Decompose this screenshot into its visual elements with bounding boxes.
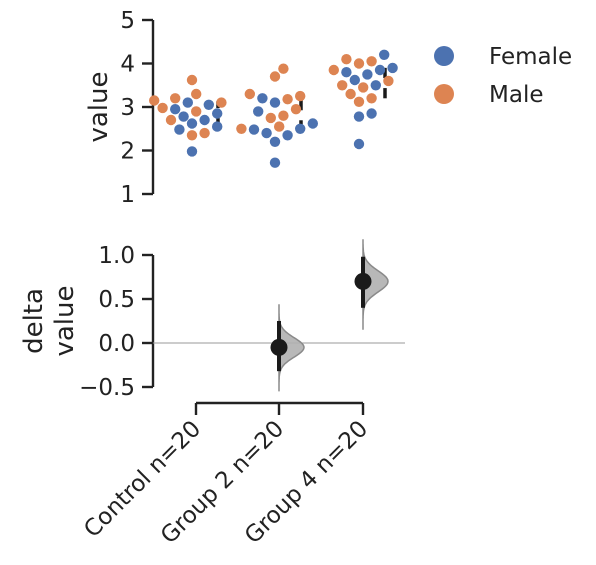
swarm-y-tick-label-0: 1 bbox=[120, 182, 135, 208]
swarm-point-group-2-2 bbox=[282, 130, 293, 141]
swarm-point-group-2-8 bbox=[307, 118, 318, 129]
swarm-point-control-8 bbox=[178, 111, 189, 122]
swarm-point-group-4-17 bbox=[366, 56, 377, 67]
swarm-point-group-4-5 bbox=[345, 88, 356, 100]
swarm-point-group-2-6 bbox=[236, 123, 247, 134]
swarm-point-group-2-14 bbox=[282, 94, 293, 105]
legend-male-label: Male bbox=[489, 82, 543, 108]
delta-y-tick-label-0: −0.5 bbox=[79, 375, 135, 401]
delta-y-tick-label-3: 1.0 bbox=[98, 243, 135, 269]
swarm-point-control-10 bbox=[191, 106, 202, 117]
swarm-point-control-7 bbox=[165, 114, 177, 126]
swarm-point-group-2-11 bbox=[253, 106, 264, 117]
swarm-point-group-2-13 bbox=[269, 97, 281, 108]
swarm-point-group-4-13 bbox=[374, 64, 386, 76]
effect-point-1 bbox=[270, 338, 288, 356]
swarm-point-control-17 bbox=[170, 93, 181, 104]
delta-y-tick-label-1: 0.0 bbox=[98, 331, 135, 357]
swarm-point-group-4-16 bbox=[353, 58, 365, 69]
swarm-point-group-2-18 bbox=[269, 71, 281, 82]
swarm-point-group-4-2 bbox=[366, 108, 377, 119]
legend-female-marker bbox=[434, 46, 454, 66]
swarm-point-control-16 bbox=[149, 95, 160, 106]
swarm-point-group-4-10 bbox=[349, 74, 360, 86]
swarm-point-control-5 bbox=[186, 118, 198, 129]
swarm-point-group-2-0 bbox=[269, 157, 281, 168]
swarm-point-control-19 bbox=[186, 74, 198, 86]
bootstrap-distribution-1 bbox=[278, 304, 305, 392]
legend: Female Male bbox=[434, 44, 572, 108]
swarm-point-control-4 bbox=[212, 121, 223, 132]
swarm-point-group-2-10 bbox=[278, 110, 289, 121]
bootstrap-distribution-2 bbox=[362, 239, 389, 330]
swarm-point-group-2-3 bbox=[261, 127, 272, 139]
swarm-y-tick-label-1: 2 bbox=[120, 139, 135, 165]
swarm-point-group-2-4 bbox=[248, 124, 260, 135]
delta-y-ticks: −0.5 0.0 0.5 1.0 bbox=[79, 243, 153, 401]
swarm-point-group-4-15 bbox=[387, 62, 398, 74]
swarm-point-group-4-4 bbox=[366, 93, 377, 104]
swarm-point-control-12 bbox=[157, 102, 168, 114]
delta-y-tick-label-2: 0.5 bbox=[98, 287, 135, 313]
swarm-point-group-4-0 bbox=[353, 138, 365, 150]
bootstrap-distributions bbox=[278, 239, 389, 392]
swarm-point-group-4-8 bbox=[337, 80, 348, 91]
swarm-point-group-4-19 bbox=[379, 49, 390, 60]
swarm-y-axis-title: value bbox=[84, 71, 114, 142]
legend-female-label: Female bbox=[489, 44, 572, 70]
swarm-point-control-2 bbox=[199, 127, 210, 139]
swarm-y-tick-label-3: 4 bbox=[120, 52, 135, 78]
swarm-point-group-4-18 bbox=[341, 54, 352, 65]
effect-sizes bbox=[270, 256, 372, 372]
swarm-point-group-2-17 bbox=[244, 88, 255, 100]
delta-y-axis-title-line2: value bbox=[50, 285, 80, 356]
delta-panel: −0.5 0.0 0.5 1.0 delta value Control n=20Gr… bbox=[19, 239, 405, 549]
swarm-point-group-2-19 bbox=[278, 63, 289, 74]
swarm-point-control-15 bbox=[216, 97, 227, 108]
swarm-point-group-4-12 bbox=[341, 67, 352, 78]
swarm-y-ticks: 1 2 3 4 5 bbox=[120, 8, 153, 208]
swarm-point-group-2-1 bbox=[269, 136, 281, 147]
swarm-point-control-18 bbox=[191, 88, 202, 100]
swarm-point-group-4-6 bbox=[358, 82, 369, 93]
legend-male-marker bbox=[434, 84, 454, 104]
swarm-point-group-2-9 bbox=[265, 112, 276, 124]
swarm-point-group-2-7 bbox=[274, 121, 285, 132]
delta-y-axis-title-line1: delta bbox=[19, 288, 49, 354]
swarm-point-group-2-16 bbox=[295, 90, 306, 102]
swarm-point-group-4-14 bbox=[328, 64, 339, 76]
swarm-point-group-2-12 bbox=[290, 104, 302, 115]
swarm-point-control-11 bbox=[170, 104, 181, 115]
swarm-panel: 1 2 3 4 5 value bbox=[84, 8, 398, 208]
swarm-point-group-2-15 bbox=[257, 93, 268, 104]
swarm-point-control-0 bbox=[186, 146, 198, 157]
swarm-point-control-1 bbox=[186, 130, 198, 141]
swarm-point-control-14 bbox=[182, 97, 193, 108]
swarm-point-group-4-7 bbox=[370, 80, 381, 91]
swarm-y-tick-label-4: 5 bbox=[120, 8, 135, 34]
swarm-y-tick-label-2: 3 bbox=[120, 95, 135, 121]
effect-point-2 bbox=[354, 272, 372, 290]
swarm-point-group-4-9 bbox=[383, 75, 394, 87]
swarm-point-group-4-11 bbox=[362, 69, 373, 80]
swarm-point-group-4-1 bbox=[353, 111, 365, 122]
swarm-point-control-9 bbox=[212, 108, 223, 119]
swarm-points bbox=[149, 49, 398, 168]
swarm-point-group-4-3 bbox=[353, 96, 365, 108]
swarm-point-control-3 bbox=[174, 124, 185, 135]
swarm-point-control-6 bbox=[199, 114, 210, 126]
swarm-point-control-13 bbox=[203, 99, 214, 111]
swarm-point-group-2-5 bbox=[295, 123, 306, 134]
